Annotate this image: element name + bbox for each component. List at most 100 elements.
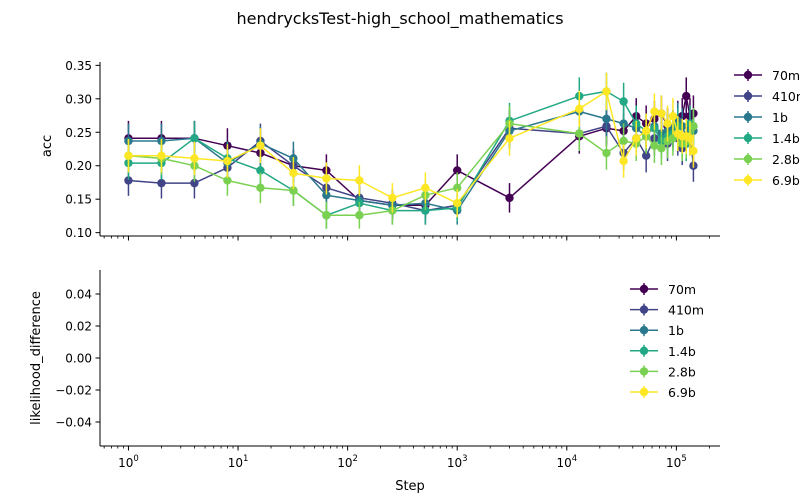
legend-label: 2.8b: [668, 364, 696, 379]
legend-swatch-marker: [743, 175, 753, 185]
legend-swatch-marker: [639, 284, 649, 294]
legend-swatch-marker: [639, 305, 649, 314]
acc-y-tick-label: 0.20: [65, 159, 92, 173]
data-point-70m: [453, 166, 462, 175]
data-point-6-9b: [657, 109, 666, 118]
legend-label: 70m: [668, 282, 696, 297]
legend-item-2-8b: 2.8b: [734, 152, 800, 167]
data-point-2-8b: [256, 183, 265, 193]
legend-item-410m: 410m: [734, 89, 800, 104]
likelihood-difference-panel: 0.04 0.02 0.00 −0.02 −0.04 100 101 102 103 104 105: [55, 270, 720, 470]
legend-label: 1.4b: [772, 131, 800, 146]
x-tick-label: 105: [666, 454, 687, 470]
likelihood-difference-axis-label: likelihood_difference: [29, 291, 44, 425]
legend-swatch-marker: [743, 91, 753, 101]
x-axis-label: Step: [395, 479, 425, 494]
data-point-6-9b: [256, 141, 265, 150]
acc-y-tick-label: 0.15: [65, 193, 92, 207]
legend-swatch-marker: [639, 367, 649, 376]
data-point-2-8b: [223, 176, 232, 185]
series-line-2-8b: [128, 122, 695, 217]
series-410m: [124, 108, 698, 225]
x-tick-label: 102: [337, 454, 358, 470]
legend-label: 6.9b: [772, 173, 800, 188]
series-6-9b: [124, 72, 698, 218]
legend-swatch-marker: [639, 326, 649, 335]
data-point-2-8b: [689, 122, 698, 131]
legend-swatch-marker: [743, 112, 753, 122]
acc-axis-label: acc: [40, 135, 55, 157]
likelihood-y-tick-label: −0.04: [55, 416, 92, 430]
data-point-1-4b: [256, 166, 265, 175]
legend-item-410m: 410m: [630, 303, 704, 318]
data-point-1b: [322, 190, 331, 200]
data-point-410m: [190, 178, 199, 188]
data-point-6-9b: [453, 199, 462, 208]
legend-item-1-4b: 1.4b: [734, 131, 800, 146]
acc-y-tick-label: 0.30: [65, 92, 92, 106]
acc-panel: 0.10 0.15 0.20 0.25 0.30 0.35: [65, 59, 720, 241]
data-point-6-9b: [668, 112, 678, 121]
legend-item-1b: 1b: [630, 323, 684, 338]
data-point-6-9b: [689, 146, 698, 156]
likelihood-y-tick-label: −0.02: [55, 384, 92, 398]
legend-label: 1b: [772, 110, 788, 125]
legend-label: 6.9b: [668, 385, 696, 400]
data-point-2-8b: [619, 136, 628, 146]
acc-y-tick-label: 0.35: [65, 59, 92, 73]
legend-swatch-marker: [639, 346, 649, 355]
data-point-70m: [682, 91, 691, 101]
data-point-70m: [505, 193, 514, 203]
legend-item-70m: 70m: [734, 68, 800, 83]
likelihood-y-tick-label: 0.04: [65, 288, 92, 302]
likelihood-difference-legend: 70m 410m 1b 1.4b 2.8b 6.9b: [630, 282, 704, 400]
data-point-6-9b: [190, 154, 199, 163]
chart-title: hendrycksTest-high_school_mathematics: [236, 9, 563, 29]
legend-item-1-4b: 1.4b: [630, 344, 696, 359]
data-point-6-9b: [223, 156, 232, 166]
acc-legend: 70m 410m 1b 1.4b 2.8b 6.9b: [734, 68, 800, 188]
data-point-410m: [124, 176, 133, 185]
data-point-6-9b: [619, 156, 628, 166]
data-point-6-9b: [322, 174, 331, 183]
data-point-1b: [602, 114, 611, 124]
legend-label: 70m: [772, 68, 800, 83]
legend-swatch-marker: [743, 70, 753, 80]
data-point-410m: [641, 151, 651, 160]
data-point-2-8b: [657, 144, 666, 153]
series-line-6-9b: [128, 90, 695, 204]
legend-item-6-9b: 6.9b: [630, 385, 696, 400]
likelihood-y-tick-label: 0.02: [65, 320, 92, 334]
data-point-6-9b: [632, 134, 641, 143]
legend-label: 1.4b: [668, 344, 696, 359]
data-point-6-9b: [289, 168, 298, 178]
data-point-6-9b: [602, 87, 611, 96]
x-tick-label: 104: [556, 454, 577, 470]
data-point-6-9b: [421, 183, 430, 193]
data-point-6-9b: [124, 151, 133, 160]
data-point-6-9b: [505, 134, 514, 143]
legend-item-6-9b: 6.9b: [734, 173, 800, 188]
data-point-2-8b: [355, 211, 364, 220]
legend-swatch-marker: [743, 133, 753, 143]
legend-item-2-8b: 2.8b: [630, 364, 696, 379]
data-point-1-4b: [421, 206, 430, 215]
legend-label: 410m: [772, 89, 800, 104]
legend-item-1b: 1b: [734, 110, 788, 125]
legend-label: 1b: [668, 323, 684, 338]
data-point-2-8b: [602, 148, 611, 158]
data-point-6-9b: [157, 151, 166, 160]
x-tick-label: 101: [228, 454, 249, 470]
data-point-6-9b: [663, 119, 672, 128]
data-point-1-4b: [619, 97, 628, 106]
data-point-6-9b: [685, 134, 695, 143]
likelihood-y-tick-label: 0.00: [65, 352, 92, 366]
data-point-6-9b: [355, 176, 364, 185]
data-point-2-8b: [575, 129, 584, 138]
acc-y-tick-label: 0.10: [65, 226, 92, 240]
legend-label: 410m: [668, 303, 704, 318]
legend-item-70m: 70m: [630, 282, 696, 297]
data-point-6-9b: [650, 107, 659, 116]
data-point-2-8b: [453, 183, 462, 193]
